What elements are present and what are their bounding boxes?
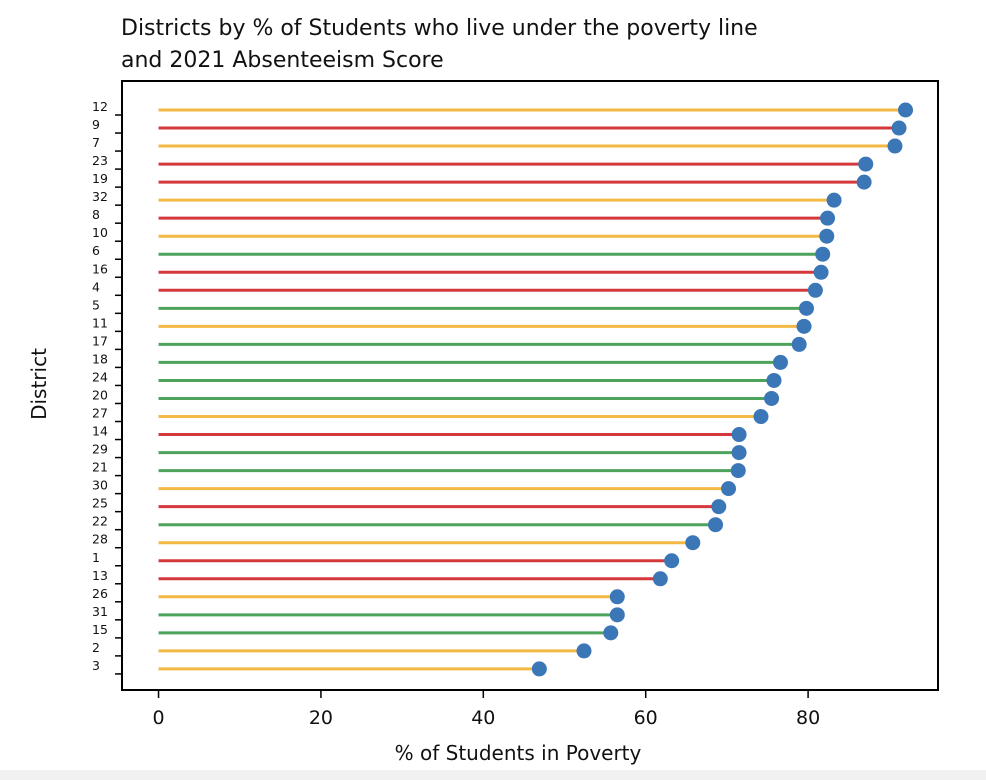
- lollipop-marker: [766, 372, 782, 388]
- lollipop-marker: [791, 336, 807, 352]
- y-tick-label: 24: [92, 369, 108, 384]
- lollipop-marker: [819, 228, 835, 244]
- y-tick-label: 22: [92, 514, 108, 529]
- y-tick-label: 23: [92, 153, 108, 168]
- lollipop-marker: [856, 174, 872, 190]
- y-tick-label: 7: [92, 135, 100, 150]
- lollipop-marker: [731, 427, 747, 443]
- x-tick-label: 20: [309, 707, 333, 729]
- lollipop-marker: [685, 535, 701, 551]
- y-tick-label: 20: [92, 387, 108, 402]
- x-tick-label: 0: [152, 707, 164, 729]
- lollipop-marker: [764, 390, 780, 406]
- lollipop-marker: [603, 625, 619, 641]
- lollipop-marker: [796, 318, 812, 334]
- y-tick-label: 1: [92, 550, 100, 565]
- y-tick-label: 29: [92, 442, 108, 457]
- lollipop-marker: [731, 445, 747, 461]
- lollipop-marker: [891, 120, 907, 136]
- y-tick-label: 27: [92, 406, 108, 421]
- chart-title-line-2: and 2021 Absenteeism Score: [121, 48, 444, 73]
- y-tick-label: 10: [92, 225, 108, 240]
- x-tick-label: 40: [471, 707, 495, 729]
- y-tick-label: 4: [92, 279, 100, 294]
- lollipop-marker: [730, 463, 746, 479]
- y-tick-label: 30: [92, 478, 108, 493]
- y-axis-label: District: [27, 348, 51, 420]
- y-tick-label: 12: [92, 99, 108, 114]
- lollipop-marker: [609, 607, 625, 623]
- y-tick-label: 16: [92, 261, 108, 276]
- x-tick-label: 60: [634, 707, 658, 729]
- x-axis-label: % of Students in Poverty: [395, 741, 642, 765]
- lollipop-marker: [721, 481, 737, 497]
- y-tick-label: 6: [92, 243, 100, 258]
- y-tick-label: 11: [92, 315, 108, 330]
- y-tick-label: 3: [92, 658, 100, 673]
- y-tick-label: 8: [92, 207, 100, 222]
- y-tick-label: 13: [92, 568, 108, 583]
- y-tick-label: 28: [92, 532, 108, 547]
- lollipop-marker: [813, 264, 829, 280]
- lollipop-marker: [652, 571, 668, 587]
- lollipop-marker: [807, 282, 823, 298]
- lollipop-marker: [858, 156, 874, 172]
- lollipop-marker: [531, 661, 547, 677]
- x-tick-label: 80: [796, 707, 820, 729]
- lollipop-marker: [798, 300, 814, 316]
- y-tick-label: 32: [92, 189, 108, 204]
- lollipop-marker: [609, 589, 625, 605]
- lollipop-marker: [708, 517, 724, 533]
- y-tick-label: 17: [92, 333, 108, 348]
- y-tick-label: 25: [92, 496, 108, 511]
- lollipop-marker: [711, 499, 727, 515]
- y-tick-label: 26: [92, 586, 108, 601]
- bottom-strip: [0, 770, 986, 780]
- y-tick-label: 15: [92, 622, 108, 637]
- y-tick-label: 31: [92, 604, 108, 619]
- y-tick-label: 18: [92, 351, 108, 366]
- y-tick-label: 19: [92, 171, 108, 186]
- lollipop-marker: [664, 553, 680, 569]
- lollipop-marker: [820, 210, 836, 226]
- lollipop-marker: [898, 102, 914, 118]
- y-tick-label: 2: [92, 640, 100, 655]
- y-tick-label: 14: [92, 424, 108, 439]
- y-tick-label: 9: [92, 117, 100, 132]
- lollipop-marker: [826, 192, 842, 208]
- y-tick-label: 21: [92, 460, 108, 475]
- lollipop-marker: [772, 354, 788, 370]
- lollipop-marker: [576, 643, 592, 659]
- chart-title-line-1: Districts by % of Students who live unde…: [121, 16, 758, 41]
- lollipop-marker: [815, 246, 831, 262]
- y-tick-label: 5: [92, 297, 100, 312]
- plot-frame: [121, 80, 939, 691]
- lollipop-marker: [887, 138, 903, 154]
- lollipop-marker: [753, 409, 769, 425]
